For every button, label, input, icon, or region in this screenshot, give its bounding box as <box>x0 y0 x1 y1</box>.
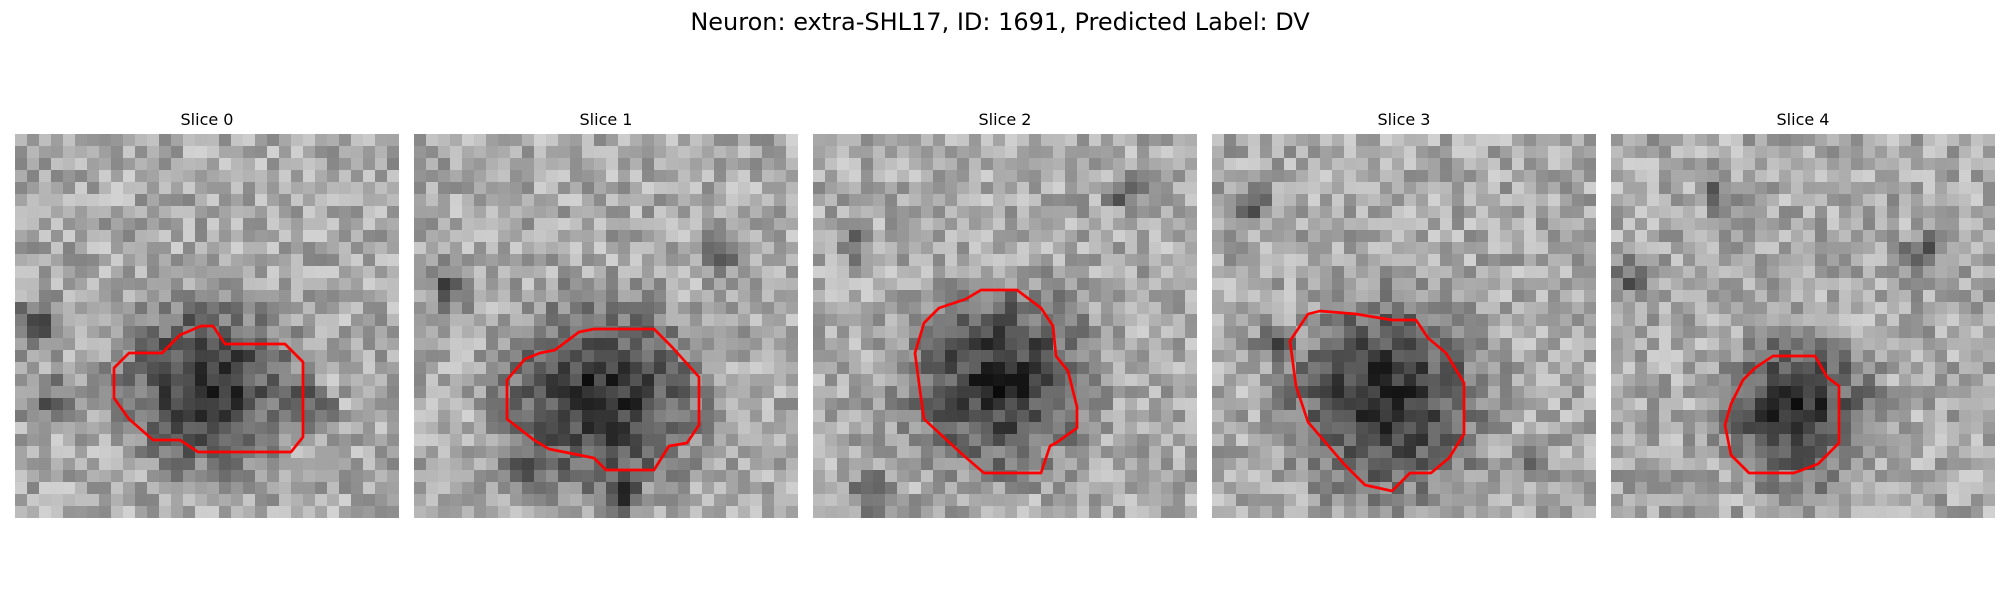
slice-image-3 <box>1212 134 1596 518</box>
micrograph-texture <box>1212 134 1596 518</box>
roi-contour <box>1723 354 1841 475</box>
slice-title-4: Slice 4 <box>1776 110 1830 129</box>
slice-title-2: Slice 2 <box>978 110 1032 129</box>
slice-image-1 <box>414 134 798 518</box>
slice-image-4 <box>1611 134 1995 518</box>
slice-title-0: Slice 0 <box>180 110 234 129</box>
slice-image-2 <box>813 134 1197 518</box>
slice-panel-0: Slice 0 <box>15 110 399 518</box>
roi-contour <box>1288 309 1466 493</box>
slice-panel-1: Slice 1 <box>414 110 798 518</box>
roi-contour <box>913 288 1079 475</box>
roi-contour <box>112 324 305 454</box>
micrograph-texture <box>1611 134 1995 518</box>
roi-contour <box>505 327 701 472</box>
micrograph-texture <box>813 134 1197 518</box>
slice-image-0 <box>15 134 399 518</box>
slice-panel-4: Slice 4 <box>1611 110 1995 518</box>
figure-title: Neuron: extra-SHL17, ID: 1691, Predicted… <box>690 8 1310 36</box>
slice-panel-2: Slice 2 <box>813 110 1197 518</box>
slice-title-3: Slice 3 <box>1377 110 1431 129</box>
micrograph-texture <box>15 134 399 518</box>
slice-panel-3: Slice 3 <box>1212 110 1596 518</box>
slice-title-1: Slice 1 <box>579 110 633 129</box>
micrograph-texture <box>414 134 798 518</box>
